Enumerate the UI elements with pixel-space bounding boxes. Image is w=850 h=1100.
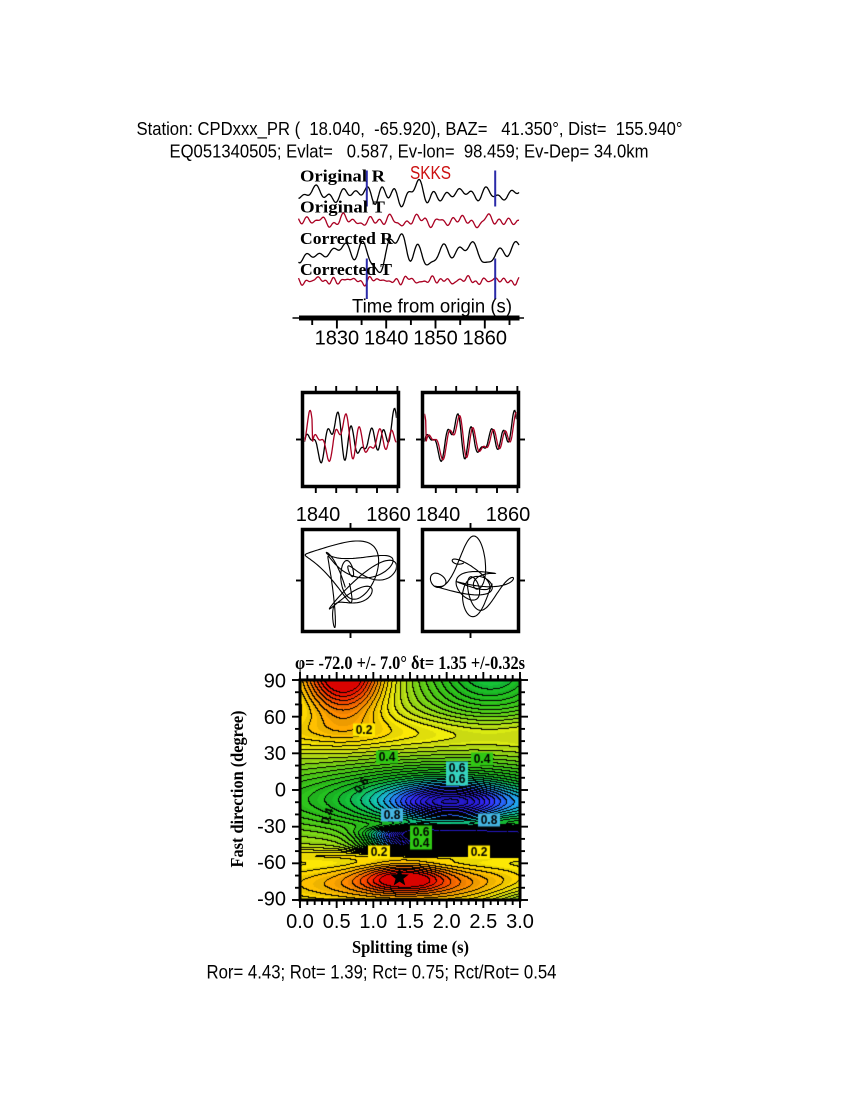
svg-text:90: 90: [264, 671, 286, 693]
svg-text:0: 0: [275, 780, 286, 802]
svg-text:1840: 1840: [416, 504, 461, 526]
svg-text:60: 60: [264, 707, 286, 729]
svg-text:SKKS: SKKS: [410, 163, 451, 183]
svg-text:1860: 1860: [463, 328, 508, 350]
svg-text:1840: 1840: [364, 328, 409, 350]
svg-text:2.0: 2.0: [433, 911, 461, 933]
svg-text:Splitting time (s): Splitting time (s): [352, 937, 469, 957]
svg-text:1860: 1860: [486, 504, 531, 526]
svg-text:0.5: 0.5: [323, 911, 351, 933]
svg-text:1.5: 1.5: [396, 911, 424, 933]
svg-text:Fast direction (degree): Fast direction (degree): [227, 710, 247, 867]
svg-text:3.0: 3.0: [506, 911, 534, 933]
svg-text:Original T: Original T: [300, 198, 386, 217]
svg-text:EQ051340505; Evlat= 0.587, E: EQ051340505; Evlat= 0.587, Ev-lon= 98.45…: [170, 142, 649, 162]
svg-text:30: 30: [264, 743, 286, 765]
svg-text:Corrected R: Corrected R: [300, 229, 394, 248]
svg-text:1830: 1830: [315, 328, 360, 350]
svg-text:1840: 1840: [296, 504, 341, 526]
svg-text:Time from origin (s): Time from origin (s): [352, 297, 512, 318]
svg-text:Original R: Original R: [300, 167, 386, 186]
svg-text:0.0: 0.0: [286, 911, 314, 933]
svg-text:-90: -90: [257, 889, 286, 911]
svg-text:2.5: 2.5: [469, 911, 497, 933]
svg-text:1860: 1860: [366, 504, 411, 526]
svg-text:Ror= 4.43; Rot= 1.39; Rct= 0.7: Ror= 4.43; Rot= 1.39; Rct= 0.75; Rct/Rot…: [207, 963, 557, 984]
svg-text:-30: -30: [257, 816, 286, 838]
svg-text:Station: CPDxxx_PR ( 18.040,: Station: CPDxxx_PR ( 18.040, -65.920), B…: [137, 119, 683, 140]
svg-text:φ= -72.0 +/- 7.0° δt= 1.35 +/-: φ= -72.0 +/- 7.0° δt= 1.35 +/-0.32s: [295, 653, 525, 674]
svg-text:1.0: 1.0: [359, 911, 387, 933]
svg-text:1850: 1850: [413, 328, 458, 350]
svg-text:-60: -60: [257, 852, 286, 874]
svg-text:Corrected T: Corrected T: [300, 260, 393, 279]
